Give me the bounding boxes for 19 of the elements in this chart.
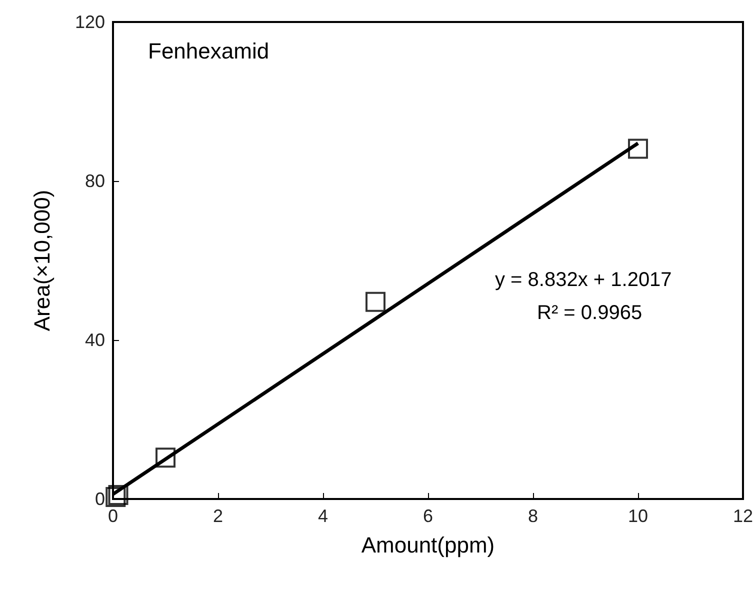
x-tick-label: 12 [732,506,754,526]
x-axis-title: Amount(ppm) [361,532,495,558]
x-tick-label: 8 [528,506,538,526]
y-tick-label: 80 [84,171,105,191]
x-tick-label: 10 [628,506,648,526]
y-tick-label: 40 [84,330,105,350]
point [365,292,386,312]
x-tick-label: 6 [422,506,433,526]
x-tick-label: 0 [108,506,118,526]
annotation: Fenhexamid [148,38,270,64]
point [628,138,648,159]
x-tick-label: 2 [212,506,224,526]
y-tick-label: 0 [94,489,105,509]
y-axis-title: Area(×10,000) [30,190,54,332]
annotation: R² = 0.9965 [537,302,642,324]
y-tick-label: 120 [74,12,105,32]
point [156,448,176,468]
annotation: y = 8.832x + 1.2017 [495,269,672,291]
x-tick-label: 4 [318,506,328,526]
